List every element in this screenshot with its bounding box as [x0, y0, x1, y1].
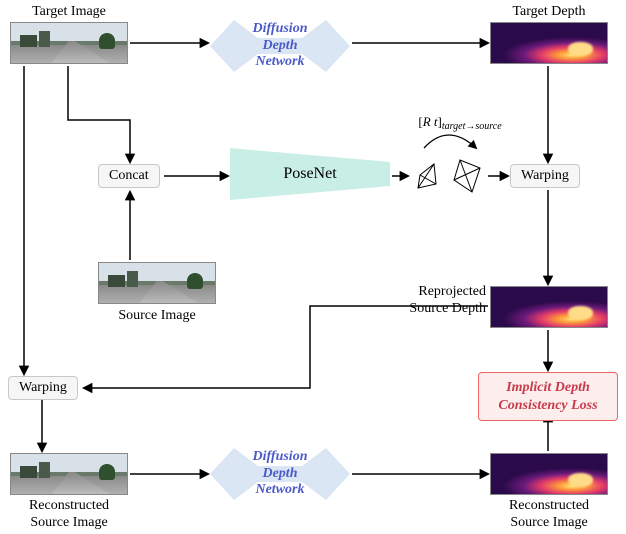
- source-image-thumb: [98, 262, 216, 304]
- reproj-depth-thumb: [490, 286, 608, 328]
- recon-source-depth-label: Reconstructed Source Image: [490, 498, 608, 532]
- target-depth-thumb: [490, 22, 608, 64]
- posenet-node: PoseNet: [230, 148, 390, 200]
- concat-node: Concat: [98, 164, 160, 188]
- posenet-label: PoseNet: [230, 148, 390, 200]
- warping-top-node: Warping: [510, 164, 580, 188]
- rt-formula: [R t]target→source: [380, 114, 540, 130]
- ddn-top-label: Diffusion Depth Network: [210, 20, 350, 72]
- recon-source-image-thumb: [10, 453, 128, 495]
- camera-pose-icon: [410, 150, 490, 200]
- recon-source-image-label: Reconstructed Source Image: [10, 498, 128, 532]
- ddn-bottom-label: Diffusion Depth Network: [210, 448, 350, 500]
- implicit-depth-consistency-loss: Implicit Depth Consistency Loss: [478, 372, 618, 421]
- reproj-depth-label: Reprojected Source Depth: [386, 284, 486, 318]
- recon-source-depth-thumb: [490, 453, 608, 495]
- diffusion-depth-network-top: Diffusion Depth Network: [210, 20, 350, 72]
- target-depth-label: Target Depth: [490, 4, 608, 21]
- diffusion-depth-network-bottom: Diffusion Depth Network: [210, 448, 350, 500]
- warping-left-node: Warping: [8, 376, 78, 400]
- target-image-thumb: [10, 22, 128, 64]
- target-image-label: Target Image: [10, 4, 128, 21]
- source-image-label: Source Image: [98, 308, 216, 325]
